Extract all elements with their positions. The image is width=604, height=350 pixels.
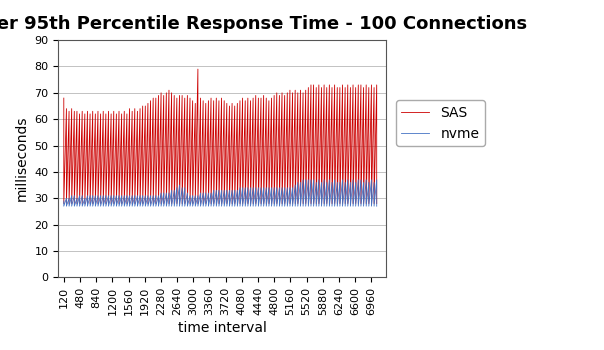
SAS [73, 202, 80, 206]
nvme [373, 204, 381, 208]
nvme [355, 178, 362, 182]
Y-axis label: milliseconds: milliseconds [15, 116, 29, 202]
nvme [60, 204, 68, 208]
SAS [110, 202, 117, 206]
Line: SAS: SAS [64, 69, 377, 204]
nvme [60, 199, 68, 203]
Title: NewOrder 95th Percentile Response Time - 100 Connections: NewOrder 95th Percentile Response Time -… [0, 15, 528, 33]
SAS [81, 202, 88, 206]
SAS [373, 202, 381, 206]
SAS [271, 93, 278, 98]
nvme [73, 204, 80, 208]
nvme [168, 188, 175, 193]
SAS [194, 67, 202, 71]
nvme [81, 204, 88, 208]
SAS [60, 96, 68, 100]
nvme [268, 204, 275, 208]
nvme [300, 178, 307, 182]
nvme [110, 204, 117, 208]
SAS [168, 91, 175, 95]
SAS [60, 202, 68, 206]
Line: nvme: nvme [64, 180, 377, 206]
X-axis label: time interval: time interval [178, 321, 266, 335]
SAS [355, 83, 362, 87]
Legend: SAS, nvme: SAS, nvme [396, 100, 485, 146]
